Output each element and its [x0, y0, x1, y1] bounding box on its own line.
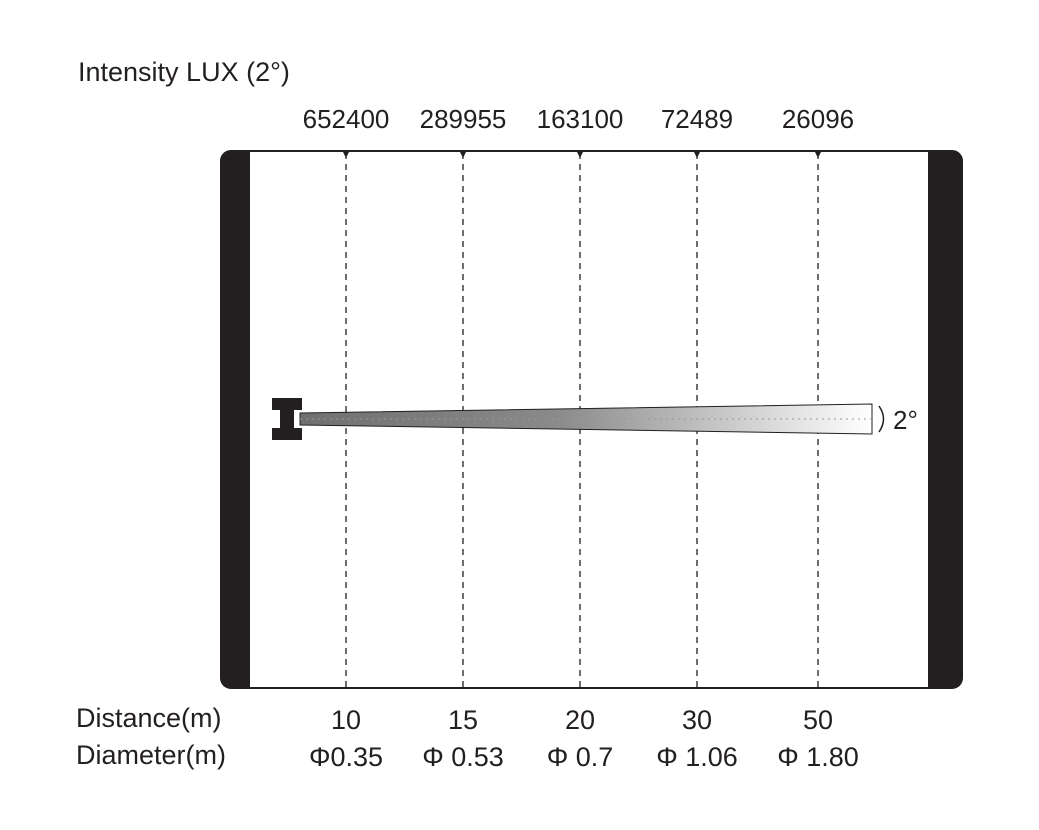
beam-angle-label: 2° — [893, 405, 918, 435]
distance-value: 15 — [448, 705, 478, 735]
diameter-value: Φ 0.53 — [422, 742, 504, 772]
distance-value: 10 — [331, 705, 361, 735]
marker-tick — [815, 152, 821, 158]
distance-column: 72489 30 Φ 1.06 — [656, 104, 738, 772]
angle-arc — [878, 405, 885, 433]
distance-column: 26096 50 Φ 1.80 — [777, 104, 859, 772]
left-wall — [221, 151, 250, 688]
light-beam — [299, 403, 873, 435]
marker-tick — [694, 152, 700, 158]
distance-row-label: Distance(m) — [76, 703, 222, 733]
distance-value: 50 — [803, 705, 833, 735]
lux-value: 289955 — [420, 104, 507, 134]
fixture-icon — [272, 398, 302, 440]
distance-column: 652400 10 Φ0.35 — [303, 104, 390, 772]
marker-tick — [343, 152, 349, 158]
diameter-value: Φ 1.06 — [656, 742, 738, 772]
diameter-row-label: Diameter(m) — [76, 740, 226, 770]
diagram-title: Intensity LUX (2°) — [78, 57, 290, 87]
diameter-value: Φ 0.7 — [547, 742, 614, 772]
lux-value: 163100 — [537, 104, 624, 134]
right-wall — [928, 151, 962, 688]
marker-tick — [577, 152, 583, 158]
distance-column: 289955 15 Φ 0.53 — [420, 104, 507, 772]
distance-value: 20 — [565, 705, 595, 735]
distance-value: 30 — [682, 705, 712, 735]
diameter-value: Φ 1.80 — [777, 742, 859, 772]
marker-tick — [460, 152, 466, 158]
lux-value: 26096 — [782, 104, 854, 134]
lux-value: 72489 — [661, 104, 733, 134]
diameter-value: Φ0.35 — [309, 742, 383, 772]
lux-value: 652400 — [303, 104, 390, 134]
